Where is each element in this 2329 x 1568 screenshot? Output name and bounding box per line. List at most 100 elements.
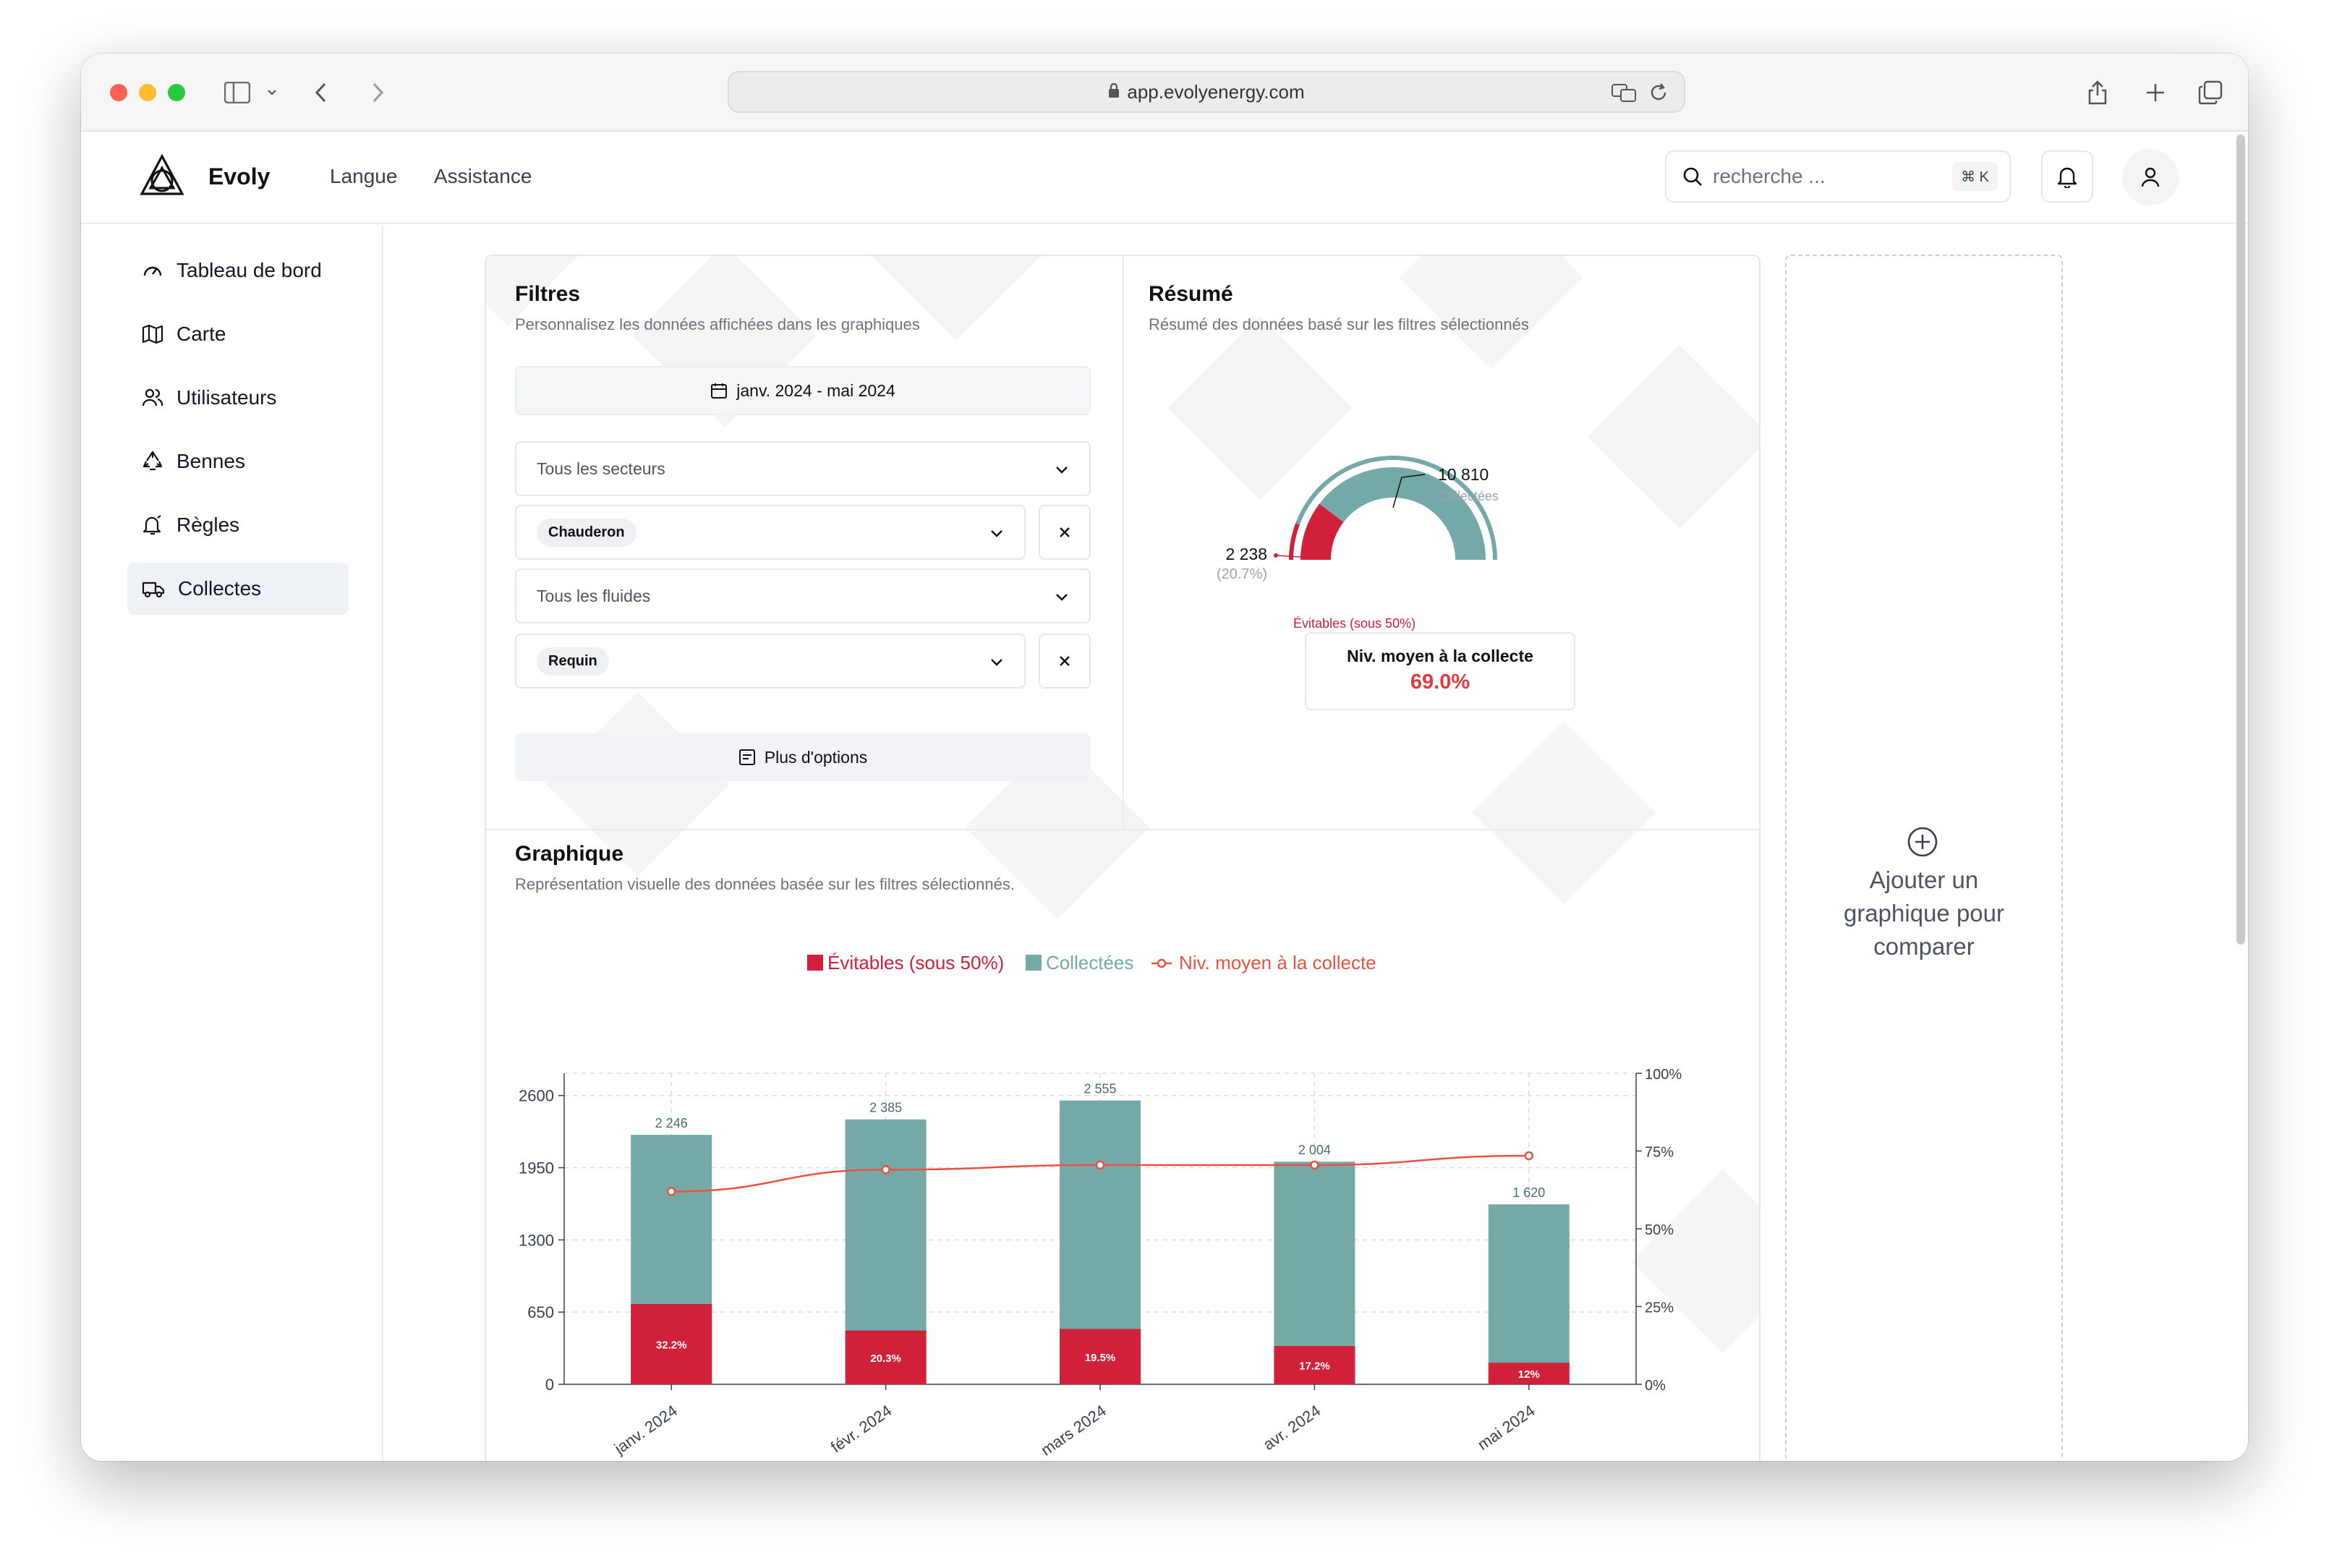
sidebar-toggle-icon[interactable] — [221, 78, 253, 107]
bar-avoidable-pct-label: 17.2% — [1299, 1360, 1330, 1373]
bell-icon — [2057, 165, 2077, 188]
calendar-icon — [710, 382, 728, 399]
legend-average-marker — [1157, 958, 1167, 968]
search-icon — [1682, 166, 1703, 187]
close-window-button[interactable] — [110, 84, 127, 101]
x-tick-label: mai 2024 — [1474, 1402, 1538, 1454]
search-placeholder: recherche ... — [1713, 165, 1826, 187]
y2-tick-label: 100% — [1645, 1067, 1682, 1083]
chevron-down-icon[interactable] — [263, 78, 281, 107]
recycle-icon — [142, 451, 163, 472]
y2-tick-label: 75% — [1645, 1145, 1674, 1161]
y-tick-label: 2600 — [519, 1087, 554, 1105]
average-level-label: Niv. moyen à la collecte — [1347, 647, 1533, 665]
fluid-select[interactable]: Tous les fluides — [515, 568, 1091, 623]
fluid-value: Tous les fluides — [537, 586, 651, 605]
average-level-point — [1310, 1160, 1319, 1170]
site-chip: Chauderon — [537, 518, 636, 547]
zoom-window-button[interactable] — [168, 84, 185, 101]
brand-name[interactable]: Evoly — [208, 163, 271, 189]
user-menu-button[interactable] — [2122, 149, 2179, 205]
bar-total-label: 2 555 — [1083, 1082, 1116, 1096]
sidebar-item-bennes[interactable]: Bennes — [127, 435, 349, 487]
sidebar-item-utilisateurs[interactable]: Utilisateurs — [127, 372, 349, 424]
legend-average-label[interactable]: Niv. moyen à la collecte — [1179, 952, 1376, 973]
gauge-icon — [142, 260, 163, 281]
clear-site-button[interactable] — [1039, 505, 1091, 560]
average-level-point — [666, 1187, 676, 1196]
bar-avoidable-pct-label: 32.2% — [656, 1339, 687, 1351]
graph-subtitle: Représentation visuelle des données basé… — [515, 875, 1015, 893]
sidebar-item-label: Collectes — [178, 577, 262, 600]
avoidable-leader-dot — [1274, 553, 1278, 558]
sidebar-item-label: Utilisateurs — [176, 386, 277, 409]
legend-avoidable-label[interactable]: Évitables (sous 50%) — [827, 952, 1004, 973]
reload-icon[interactable] — [1649, 82, 1668, 108]
translate-icon[interactable] — [1611, 82, 1636, 108]
more-options-button[interactable]: Plus d'options — [515, 733, 1091, 781]
url-text: app.evolyenergy.com — [1127, 80, 1305, 103]
close-icon — [1058, 655, 1071, 668]
gauge-collected-segment — [1319, 467, 1486, 560]
sidebar-item-label: Tableau de bord — [176, 259, 322, 281]
user-icon — [2141, 167, 2160, 187]
main-content: Filtres Personnalisez les données affich… — [383, 226, 2248, 1461]
chevron-down-icon — [989, 652, 1004, 672]
avoidable-label: Évitables (sous 50%) — [1293, 616, 1415, 631]
y-tick-label: 1300 — [519, 1231, 554, 1249]
search-input[interactable]: recherche ... ⌘ K — [1665, 150, 2011, 203]
browser-toolbar: app.evolyenergy.com — [81, 54, 2248, 132]
clear-equipment-button[interactable] — [1039, 634, 1091, 689]
nav-assistance[interactable]: Assistance — [434, 165, 532, 187]
collectes-chart: Évitables (sous 50%) Collectées Niv. moy… — [519, 952, 1682, 1460]
bg-pattern — [1471, 720, 1656, 906]
search-shortcut-badge: ⌘ K — [1952, 162, 1998, 191]
chevron-down-icon — [1055, 460, 1069, 480]
bar-total-label: 2 004 — [1298, 1143, 1331, 1157]
panel-divider — [1123, 256, 1124, 829]
collectes-panel: Filtres Personnalisez les données affich… — [485, 255, 1760, 1461]
bar-avoidable — [631, 1303, 712, 1384]
sidebar-item-regles[interactable]: Règles — [127, 499, 349, 551]
sidebar-item-tableau-de-bord[interactable]: Tableau de bord — [127, 244, 349, 297]
average-level-point — [1524, 1151, 1534, 1161]
avoidable-pct: (20.7%) — [1217, 566, 1267, 582]
nav-langue[interactable]: Langue — [330, 165, 398, 187]
minimize-window-button[interactable] — [139, 84, 156, 101]
y2-tick-label: 50% — [1645, 1222, 1674, 1238]
summary-title: Résumé — [1149, 282, 1233, 306]
y-tick-label: 650 — [527, 1303, 554, 1321]
legend-collected-label[interactable]: Collectées — [1046, 952, 1133, 973]
bell-rule-icon — [142, 514, 163, 536]
equipment-select[interactable]: Requin — [515, 634, 1026, 689]
x-tick-label: févr. 2024 — [827, 1402, 895, 1457]
date-range-button[interactable]: janv. 2024 - mai 2024 — [515, 366, 1091, 415]
browser-window: app.evolyenergy.com — [81, 54, 2248, 1461]
y-tick-label: 1950 — [519, 1159, 554, 1177]
evoly-logo-icon[interactable] — [139, 153, 185, 200]
tabs-overview-icon[interactable] — [2196, 78, 2225, 107]
bar-avoidable-pct-label: 12% — [1518, 1368, 1540, 1381]
page-scrollbar[interactable] — [2236, 135, 2245, 945]
sector-select[interactable]: Tous les secteurs — [515, 441, 1091, 496]
map-icon — [142, 323, 163, 345]
panel-divider — [486, 829, 1759, 830]
share-icon[interactable] — [2083, 78, 2112, 107]
new-tab-icon[interactable] — [2141, 78, 2170, 107]
address-bar[interactable]: app.evolyenergy.com — [728, 71, 1685, 113]
graph-title: Graphique — [515, 842, 624, 866]
average-level-point — [881, 1165, 890, 1175]
y-tick-label: 0 — [545, 1376, 554, 1394]
sidebar-item-carte[interactable]: Carte — [127, 308, 349, 360]
back-arrow-icon[interactable] — [310, 78, 331, 107]
add-circle-icon — [1907, 826, 1938, 861]
site-select[interactable]: Chauderon — [515, 505, 1026, 560]
notifications-button[interactable] — [2041, 150, 2093, 203]
sidebar-item-collectes[interactable]: Collectes — [127, 563, 349, 615]
sidebar-item-label: Règles — [176, 514, 240, 536]
y2-tick-label: 25% — [1645, 1300, 1674, 1316]
forward-arrow-icon[interactable] — [367, 78, 389, 107]
lock-icon — [1108, 81, 1120, 103]
x-tick-label: avr. 2024 — [1260, 1402, 1324, 1454]
add-comparison-card[interactable]: Ajouter un graphique pour comparer — [1785, 255, 2063, 1461]
